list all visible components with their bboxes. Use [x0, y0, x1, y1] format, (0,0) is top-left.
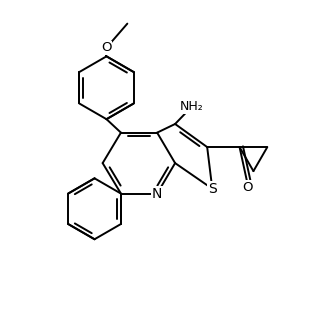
Text: N: N — [152, 187, 162, 201]
Text: O: O — [242, 181, 253, 194]
Text: O: O — [101, 41, 112, 54]
Text: NH₂: NH₂ — [180, 100, 203, 113]
Text: S: S — [208, 182, 217, 196]
